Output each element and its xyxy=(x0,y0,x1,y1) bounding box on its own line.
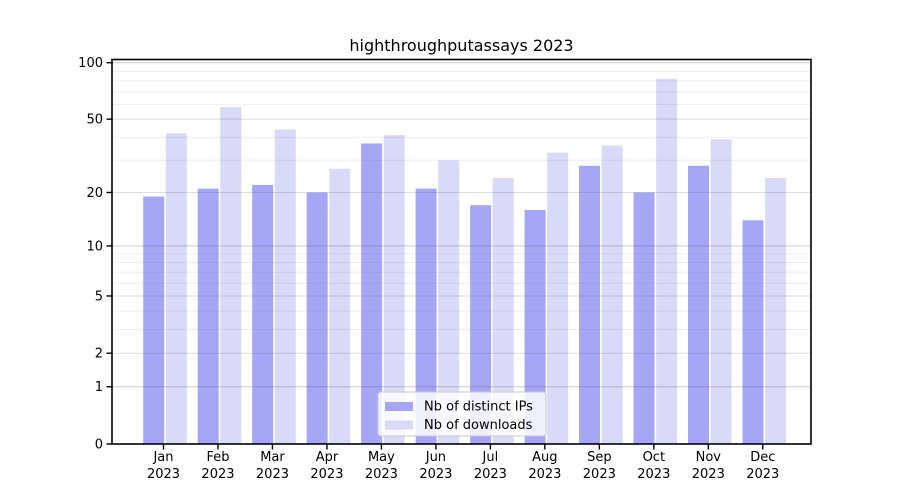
bar-downloads-jan xyxy=(165,133,187,445)
y-tick-label-20: 20 xyxy=(86,186,103,201)
bar-distinct-ips-jul xyxy=(470,205,492,444)
x-tick-label-dec: Dec 2023 xyxy=(746,450,779,482)
y-tick-label-100: 100 xyxy=(78,56,103,71)
bar-distinct-ips-aug xyxy=(524,209,546,444)
bar-distinct-ips-jun xyxy=(415,188,437,444)
legend-swatch-downloads xyxy=(385,420,413,430)
bar-distinct-ips-mar xyxy=(252,184,274,445)
bar-downloads-jun xyxy=(438,160,460,444)
chart-title: highthroughputassays 2023 xyxy=(349,36,573,55)
x-tick-label-apr: Apr 2023 xyxy=(310,450,343,482)
x-tick-label-jan: Jan 2023 xyxy=(147,450,180,482)
x-tick-label-feb: Feb 2023 xyxy=(201,450,234,482)
bar-distinct-ips-may xyxy=(361,143,383,444)
bar-downloads-feb xyxy=(220,107,242,444)
bar-downloads-mar xyxy=(274,129,296,444)
x-tick-label-oct: Oct 2023 xyxy=(637,450,670,482)
plot-spines xyxy=(111,58,812,445)
x-tick-label-sep: Sep 2023 xyxy=(583,450,616,482)
bar-distinct-ips-nov xyxy=(688,165,709,445)
bar-distinct-ips-dec xyxy=(742,220,764,444)
y-tick-label-1: 1 xyxy=(95,380,103,395)
bar-downloads-may xyxy=(383,135,405,444)
bar-distinct-ips-jan xyxy=(143,196,165,444)
bar-distinct-ips-oct xyxy=(633,192,655,444)
y-tick-label-5: 5 xyxy=(95,289,103,304)
bar-downloads-dec xyxy=(765,178,787,444)
x-tick-label-jun: Jun 2023 xyxy=(419,450,452,482)
labels-layer: 0 1 2 5 10 20 50 100 Jan 2023 Feb 2023 Mar 2023 Apr 202… xyxy=(78,56,779,482)
legend-swatch-distinct-ips xyxy=(385,402,413,411)
y-tick-label-2: 2 xyxy=(95,347,103,362)
legend-label-distinct-ips: Nb of distinct IPs xyxy=(424,400,533,415)
x-tick-label-mar: Mar 2023 xyxy=(256,450,289,482)
grid-layer xyxy=(112,62,811,388)
bar-downloads-jul xyxy=(492,178,514,444)
bar-downloads-apr xyxy=(329,168,351,445)
bar-distinct-ips-apr xyxy=(306,192,328,444)
bar-downloads-nov xyxy=(710,139,732,445)
y-tick-label-10: 10 xyxy=(86,239,103,254)
bar-downloads-oct xyxy=(656,78,678,444)
legend: Nb of distinct IPs Nb of downloads xyxy=(377,391,547,437)
bars-layer xyxy=(143,78,787,445)
bar-distinct-ips-feb xyxy=(197,188,219,444)
x-tick-label-jul: Jul 2023 xyxy=(474,450,507,482)
bar-downloads-aug xyxy=(547,152,569,444)
x-tick-label-aug: Aug 2023 xyxy=(528,450,561,482)
x-tick-label-nov: Nov 2023 xyxy=(692,450,725,482)
legend-box xyxy=(377,391,547,437)
y-tick-label-0: 0 xyxy=(95,438,103,453)
bar-downloads-sep xyxy=(601,145,623,444)
y-tick-label-50: 50 xyxy=(86,113,103,128)
x-tick-label-may: May 2023 xyxy=(365,450,398,482)
bar-distinct-ips-sep xyxy=(579,165,601,445)
axes-layer xyxy=(106,58,812,450)
legend-label-downloads: Nb of downloads xyxy=(424,418,533,433)
